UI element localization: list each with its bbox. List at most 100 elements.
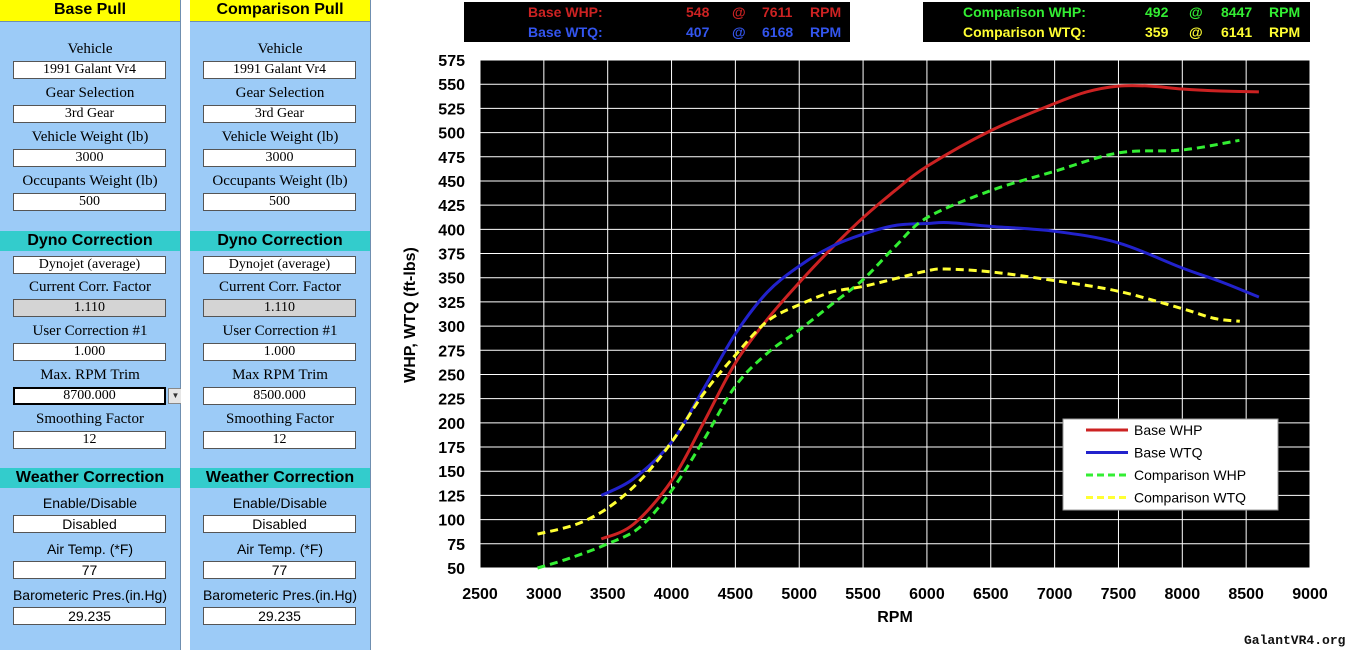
- base-gear-field[interactable]: 3rd Gear: [13, 105, 166, 123]
- base-wtq-rpm: 6168: [762, 24, 794, 40]
- base-whp-value: 548: [686, 4, 710, 20]
- base-dyno-correction-title: Dyno Correction: [0, 231, 180, 251]
- series-line-comparison-whp: [537, 138, 1240, 570]
- comp-smoothing-label: Smoothing Factor: [226, 411, 334, 427]
- base-smoothing-field[interactable]: 12: [13, 431, 166, 449]
- x-tick-label: 5000: [781, 586, 817, 603]
- x-tick-label: 3500: [590, 586, 626, 603]
- base-weather-correction-title: Weather Correction: [0, 468, 180, 488]
- base-baro-field[interactable]: 29.235: [13, 607, 166, 625]
- base-whp-label: Base WHP:: [528, 4, 603, 20]
- base-dyno-type-field[interactable]: Dynojet (average): [13, 256, 166, 274]
- base-vehicle-label: Vehicle: [67, 41, 113, 57]
- y-tick-label: 200: [438, 416, 465, 433]
- base-whp-at: @: [732, 4, 746, 20]
- x-tick-label: 4500: [718, 586, 754, 603]
- legend-box: [1062, 418, 1279, 511]
- x-tick-label: 9000: [1292, 586, 1328, 603]
- comp-rpm-trim-field[interactable]: 8500.000: [203, 387, 356, 405]
- base-enable-field[interactable]: Disabled: [13, 515, 166, 533]
- comp-user-corr-field[interactable]: 1.000: [203, 343, 356, 361]
- comp-wtq-label: Comparison WTQ:: [963, 24, 1086, 40]
- comp-smoothing-field[interactable]: 12: [203, 431, 356, 449]
- base-pull-title: Base Pull: [0, 0, 180, 22]
- comp-whp-rpm: 8447: [1221, 4, 1253, 20]
- comparison-peaks-readout: Comparison WHP: 492 @ 8447 RPM Compariso…: [923, 2, 1310, 42]
- comp-baro-field[interactable]: 29.235: [203, 607, 356, 625]
- base-peaks-readout: Base WHP: 548 @ 7611 RPM Base WTQ: 407 @…: [464, 2, 850, 42]
- comp-whp-unit: RPM: [1269, 4, 1301, 20]
- y-tick-label: 125: [438, 488, 465, 505]
- y-tick-labels: 50 75 100 125 150 175 200 225 250 275 300 325 350 375…: [438, 53, 465, 578]
- comp-enable-field[interactable]: Disabled: [203, 515, 356, 533]
- base-user-corr-field[interactable]: 1.000: [13, 343, 166, 361]
- y-tick-label: 50: [447, 561, 465, 578]
- comp-dyno-type-field[interactable]: Dynojet (average): [203, 256, 356, 274]
- base-corr-factor-label: Current Corr. Factor: [28, 279, 152, 295]
- base-rpm-trim-field[interactable]: 8700.000: [13, 387, 166, 405]
- comp-rpm-trim-label: Max RPM Trim: [232, 367, 328, 383]
- x-tick-label: 6000: [909, 586, 945, 603]
- watermark-text: GalantVR4.org: [1244, 633, 1346, 648]
- base-user-corr-label: User Correction #1: [32, 323, 148, 339]
- comp-occupants-field[interactable]: 500: [203, 193, 356, 211]
- comp-vehicle-field[interactable]: 1991 Galant Vr4: [203, 61, 356, 79]
- comp-weight-field[interactable]: 3000: [203, 149, 356, 167]
- legend: Base WHP Base WTQ Comparison WHP Comparison…: [1062, 418, 1279, 511]
- base-rpm-trim-label: Max. RPM Trim: [40, 367, 140, 383]
- y-tick-label: 175: [438, 440, 465, 457]
- x-tick-label: 5500: [845, 586, 881, 603]
- base-wtq-at: @: [732, 24, 746, 40]
- grid-lines: [479, 59, 1311, 569]
- y-tick-label: 400: [438, 222, 465, 239]
- x-tick-label: 4000: [654, 586, 690, 603]
- series-line-base-whp: [600, 84, 1259, 541]
- base-wtq-unit: RPM: [810, 24, 842, 40]
- base-weight-field[interactable]: 3000: [13, 149, 166, 167]
- x-tick-label: 7500: [1101, 586, 1137, 603]
- legend-label: Comparison WHP: [1134, 467, 1246, 483]
- comp-wtq-rpm: 6141: [1221, 24, 1253, 40]
- comp-vehicle-label: Vehicle: [257, 41, 303, 57]
- comp-weight-label: Vehicle Weight (lb): [221, 129, 339, 145]
- base-corr-factor-field: 1.110: [13, 299, 166, 317]
- comp-gear-field[interactable]: 3rd Gear: [203, 105, 356, 123]
- base-wtq-value: 407: [686, 24, 710, 40]
- x-tick-label: 3000: [526, 586, 562, 603]
- x-tick-label: 6500: [973, 586, 1009, 603]
- dyno-chart: 2500 3000 3500 4000 4500 5000 5500 6000 6500 7000…: [402, 53, 1328, 626]
- y-tick-label: 100: [438, 513, 465, 530]
- y-tick-label: 150: [438, 464, 465, 481]
- series-line-base-wtq: [600, 220, 1260, 497]
- comp-air-temp-field[interactable]: 77: [203, 561, 356, 579]
- base-air-temp-label: Air Temp. (*F): [46, 541, 134, 557]
- base-occupants-label: Occupants Weight (lb): [22, 173, 158, 189]
- comparison-pull-panel: Comparison Pull Vehicle 1991 Galant Vr4 …: [190, 0, 371, 650]
- base-air-temp-field[interactable]: 77: [13, 561, 166, 579]
- base-vehicle-field[interactable]: 1991 Galant Vr4: [13, 61, 166, 79]
- series-line-comparison-wtq: [537, 267, 1240, 536]
- y-tick-label: 425: [438, 198, 465, 215]
- x-tick-label: 8500: [1228, 586, 1264, 603]
- comp-wtq-unit: RPM: [1269, 24, 1301, 40]
- comp-weather-correction-title: Weather Correction: [190, 468, 370, 488]
- comp-baro-label: Barometeric Pres.(in.Hg): [202, 587, 358, 603]
- y-tick-label: 525: [438, 101, 465, 118]
- series-lines: [537, 84, 1260, 570]
- comp-whp-at: @: [1189, 4, 1203, 20]
- comp-corr-factor-field: 1.110: [203, 299, 356, 317]
- y-tick-label: 300: [438, 319, 465, 336]
- y-tick-label: 225: [438, 392, 465, 409]
- y-tick-label: 75: [447, 537, 465, 554]
- comp-corr-factor-label: Current Corr. Factor: [218, 279, 342, 295]
- y-tick-label: 450: [438, 174, 465, 191]
- legend-label: Base WHP: [1134, 422, 1202, 438]
- x-axis-title: RPM: [877, 609, 913, 626]
- x-tick-label: 8000: [1165, 586, 1201, 603]
- y-axis-title: WHP, WTQ (ft-lbs): [402, 247, 419, 383]
- y-tick-label: 500: [438, 126, 465, 143]
- comparison-pull-title: Comparison Pull: [190, 0, 370, 22]
- y-tick-label: 550: [438, 77, 465, 94]
- y-tick-label: 375: [438, 247, 465, 264]
- base-occupants-field[interactable]: 500: [13, 193, 166, 211]
